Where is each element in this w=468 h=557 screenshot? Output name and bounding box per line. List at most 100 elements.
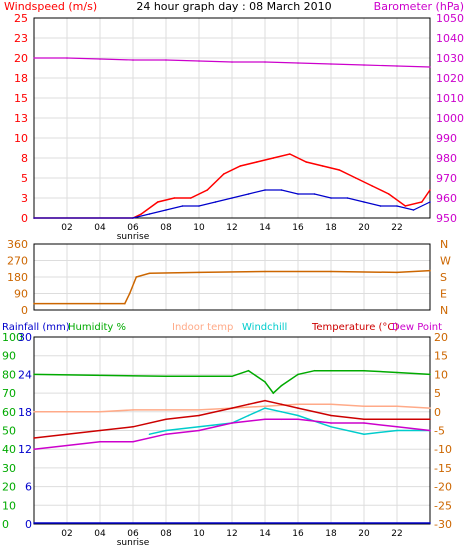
x-tick-label: 22 xyxy=(391,223,402,233)
temperature-point xyxy=(264,399,266,402)
temperature-point xyxy=(165,418,167,421)
barometer-tick-label: 990 xyxy=(436,132,457,145)
temperature-tick-label: 15 xyxy=(434,350,448,363)
barometer-point xyxy=(231,61,233,63)
windspeed-axis-label: Windspeed (m/s) xyxy=(4,0,97,13)
rainfall-tick-label: 24 xyxy=(18,368,32,381)
x-tick-label: 16 xyxy=(292,529,304,539)
windspeed-tick-label: 8 xyxy=(21,152,28,165)
wind-direction-tick-label: 90 xyxy=(14,288,28,301)
windchill-point xyxy=(148,433,151,436)
barometer-point xyxy=(429,66,431,68)
temperature-point xyxy=(198,414,200,417)
humidity-point xyxy=(264,381,266,383)
wind-direction-point xyxy=(429,269,431,272)
dew-point-point xyxy=(330,422,332,424)
compass-label: S xyxy=(440,271,447,284)
dew-point-point xyxy=(132,440,134,443)
wind-average-point xyxy=(33,217,35,219)
windchill-point xyxy=(297,414,299,417)
humidity-point xyxy=(247,369,250,372)
humidity-tick-label: 30 xyxy=(2,462,16,475)
indoor-temp-line xyxy=(34,403,431,413)
temperature-tick-label: -20 xyxy=(434,481,452,494)
wind-direction-point xyxy=(135,276,138,278)
windchill-point xyxy=(264,407,266,409)
windspeed-point xyxy=(173,197,176,199)
x-tick-label: 04 xyxy=(94,529,106,539)
windspeed-point xyxy=(404,205,407,207)
wind-average-point xyxy=(181,205,184,207)
x-tick-label: 16 xyxy=(292,223,304,233)
humidity-point xyxy=(165,375,167,378)
wind-average-point xyxy=(363,201,365,203)
indoor-temp-point xyxy=(297,403,299,406)
dew-point-point xyxy=(396,425,398,428)
wind-direction-point xyxy=(148,272,151,275)
rainfall-tick-label: 30 xyxy=(18,331,32,344)
barometer-point xyxy=(165,59,167,61)
temperature-tick-label: -30 xyxy=(434,518,452,531)
humidity-point xyxy=(429,373,431,376)
windspeed-point xyxy=(272,157,275,159)
temperature-tick-label: -25 xyxy=(434,499,452,512)
barometer-tick-label: 1050 xyxy=(436,12,464,25)
x-tick-label: 20 xyxy=(358,223,370,233)
wind-direction-point xyxy=(330,270,332,273)
temperature-tick-label: 0 xyxy=(434,406,441,419)
wind-average-point xyxy=(214,201,217,203)
p2-frame xyxy=(33,243,431,311)
rainfall-tick-label: 12 xyxy=(18,443,32,456)
wind-average-point xyxy=(429,201,431,203)
humidity-tick-label: 80 xyxy=(2,368,16,381)
humidity-tick-label: 10 xyxy=(2,499,16,512)
indoor-temp-point xyxy=(330,403,332,406)
temperature-point xyxy=(33,437,35,439)
wind-average-point xyxy=(346,197,349,199)
windspeed-tick-label: 0 xyxy=(21,212,28,225)
wind-direction-tick-label: 0 xyxy=(21,304,28,317)
x-tick-label: 06 xyxy=(127,529,139,539)
windspeed-tick-label: 15 xyxy=(14,92,28,105)
barometer-tick-label: 970 xyxy=(436,172,457,185)
rainfall-point xyxy=(33,522,35,524)
temperature-tick-label: 10 xyxy=(434,368,448,381)
temperature-point xyxy=(429,418,431,421)
x-tick-label: 10 xyxy=(193,529,205,539)
sunrise-label: sunrise xyxy=(117,538,150,548)
barometer-point xyxy=(297,62,299,64)
x-tick-label: 14 xyxy=(259,223,271,233)
wind-average-point xyxy=(297,193,299,195)
humidity-point xyxy=(272,392,275,394)
legend-label: Rainfall (mm) xyxy=(2,322,70,333)
humidity-point xyxy=(231,375,233,378)
x-tick-label: 02 xyxy=(61,529,72,539)
barometer-tick-label: 1030 xyxy=(436,52,464,65)
indoor-temp-point xyxy=(198,409,200,411)
barometer-tick-label: 1040 xyxy=(436,32,464,45)
legend-label: Indoor temp xyxy=(172,322,233,333)
temperature-point xyxy=(363,418,365,421)
indoor-temp-point xyxy=(429,407,431,409)
windspeed-point xyxy=(288,153,291,155)
indoor-temp-point xyxy=(165,409,167,411)
x-tick-label: 02 xyxy=(61,223,72,233)
windchill-point xyxy=(396,429,398,432)
p1-frame xyxy=(33,17,431,219)
wind-direction-point xyxy=(264,270,266,273)
dew-point-point xyxy=(297,418,299,421)
temperature-point xyxy=(231,407,233,409)
indoor-temp-point xyxy=(132,409,134,411)
compass-label: E xyxy=(440,288,447,301)
wind-average-point xyxy=(148,213,151,215)
compass-label: N xyxy=(440,304,448,317)
windchill-point xyxy=(280,411,283,413)
wind-direction-tick-label: 270 xyxy=(7,255,28,268)
windspeed-tick-label: 5 xyxy=(21,172,28,185)
temperature-point xyxy=(330,414,332,417)
temperature-line xyxy=(33,399,430,439)
barometer-point xyxy=(66,57,68,59)
windspeed-point xyxy=(305,161,308,163)
